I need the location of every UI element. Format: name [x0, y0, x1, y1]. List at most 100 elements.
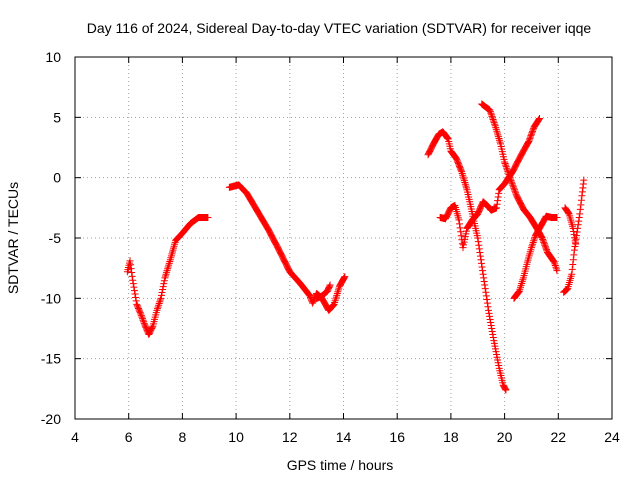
- data-point-marker: [580, 176, 588, 184]
- x-tick-label: 20: [497, 429, 513, 445]
- data-point-marker: [460, 177, 468, 185]
- tick-labels: 4 6 8 10 12 14 16 18 20 22 24 -20 -15 -10 -5 0 5 10: [41, 49, 620, 445]
- data-point-marker: [161, 274, 169, 282]
- data-point-marker: [165, 261, 173, 269]
- data-point-marker: [539, 235, 547, 243]
- data-point-marker: [510, 184, 518, 192]
- data-point-marker: [128, 269, 136, 277]
- x-tick-label: 24: [604, 429, 620, 445]
- data-point-marker: [518, 280, 526, 288]
- data-point-marker: [551, 260, 559, 268]
- data-point-marker: [163, 267, 171, 275]
- data-point-marker: [552, 263, 560, 271]
- chart-title: Day 116 of 2024, Sidereal Day-to-day VTE…: [87, 20, 592, 36]
- y-tick-label: 10: [45, 49, 61, 65]
- data-point-marker: [483, 296, 491, 304]
- data-point-marker: [132, 297, 140, 305]
- data-point-marker: [494, 197, 502, 205]
- data-point-marker: [489, 116, 497, 124]
- series-pass-5: [436, 115, 544, 252]
- data-point-marker: [475, 241, 483, 249]
- data-point-marker: [476, 252, 484, 260]
- data-point-marker: [540, 240, 548, 248]
- data-point-marker: [502, 163, 510, 171]
- data-point-marker: [508, 178, 516, 186]
- data-point-marker: [457, 228, 465, 236]
- y-tick-label: 5: [53, 109, 61, 125]
- data-point-marker: [571, 237, 579, 245]
- data-point-marker: [461, 180, 469, 188]
- data-point-marker: [508, 180, 516, 188]
- data-point-marker: [494, 131, 502, 139]
- series-pass-8: [560, 176, 588, 296]
- data-point-marker: [482, 288, 490, 296]
- data-point-marker: [127, 265, 135, 273]
- data-point-marker: [126, 257, 134, 265]
- data-point-marker: [576, 205, 584, 213]
- data-point-marker: [491, 122, 499, 130]
- data-point-marker: [485, 309, 493, 317]
- data-point-marker: [162, 270, 170, 278]
- data-point-marker: [444, 134, 452, 142]
- data-point-marker: [148, 323, 156, 331]
- data-point-marker: [456, 220, 464, 228]
- data-point-marker: [527, 244, 535, 252]
- data-point-marker: [132, 293, 140, 301]
- series-pass-1: [123, 213, 212, 339]
- data-point-marker: [491, 120, 499, 128]
- data-point-marker: [487, 109, 495, 117]
- data-point-marker: [164, 265, 172, 273]
- data-point-marker: [553, 213, 561, 221]
- data-point-marker: [511, 187, 519, 195]
- data-point-marker: [568, 265, 576, 273]
- data-point-marker: [340, 274, 348, 282]
- data-point-marker: [159, 283, 167, 291]
- data-point-marker: [525, 137, 533, 145]
- data-point-marker: [332, 293, 340, 301]
- data-point-marker: [568, 270, 576, 278]
- data-point-marker: [166, 256, 174, 264]
- data-point-marker: [494, 193, 502, 201]
- data-point-marker: [458, 240, 466, 248]
- data-point-marker: [478, 259, 486, 267]
- data-point-marker: [570, 227, 578, 235]
- data-point-marker: [495, 134, 503, 142]
- data-point-marker: [526, 133, 534, 141]
- data-point-marker: [574, 221, 582, 229]
- data-point-marker: [528, 242, 536, 250]
- data-point-marker: [487, 321, 495, 329]
- data-point-marker: [166, 258, 174, 266]
- data-point-marker: [529, 238, 537, 246]
- data-point-marker: [326, 282, 334, 290]
- series-pass-9: [561, 204, 580, 248]
- data-point-marker: [487, 318, 495, 326]
- data-point-marker: [155, 300, 163, 308]
- data-point-marker: [137, 310, 145, 318]
- data-point-marker: [157, 294, 165, 302]
- data-point-marker: [541, 241, 549, 249]
- data-point-marker: [493, 200, 501, 208]
- data-point-marker: [488, 112, 496, 120]
- data-point-marker: [493, 127, 501, 135]
- data-point-marker: [534, 116, 542, 124]
- data-point-marker: [493, 129, 501, 137]
- data-point-marker: [569, 256, 577, 264]
- data-point-marker: [473, 210, 481, 218]
- x-tick-label: 10: [228, 429, 244, 445]
- data-point-marker: [305, 290, 313, 298]
- data-point-marker: [170, 244, 178, 252]
- data-point-marker: [443, 134, 451, 142]
- data-point-marker: [461, 178, 469, 186]
- data-point-marker: [481, 281, 489, 289]
- data-point-marker: [501, 385, 509, 393]
- data-point-marker: [157, 291, 165, 299]
- x-tick-label: 6: [125, 429, 133, 445]
- series-pass-7: [510, 212, 561, 302]
- data-point-marker: [161, 272, 169, 280]
- data-point-marker: [517, 281, 525, 289]
- data-point-marker: [489, 331, 497, 339]
- data-point-marker: [552, 265, 560, 273]
- data-point-marker: [154, 303, 162, 311]
- data-point-marker: [502, 161, 510, 169]
